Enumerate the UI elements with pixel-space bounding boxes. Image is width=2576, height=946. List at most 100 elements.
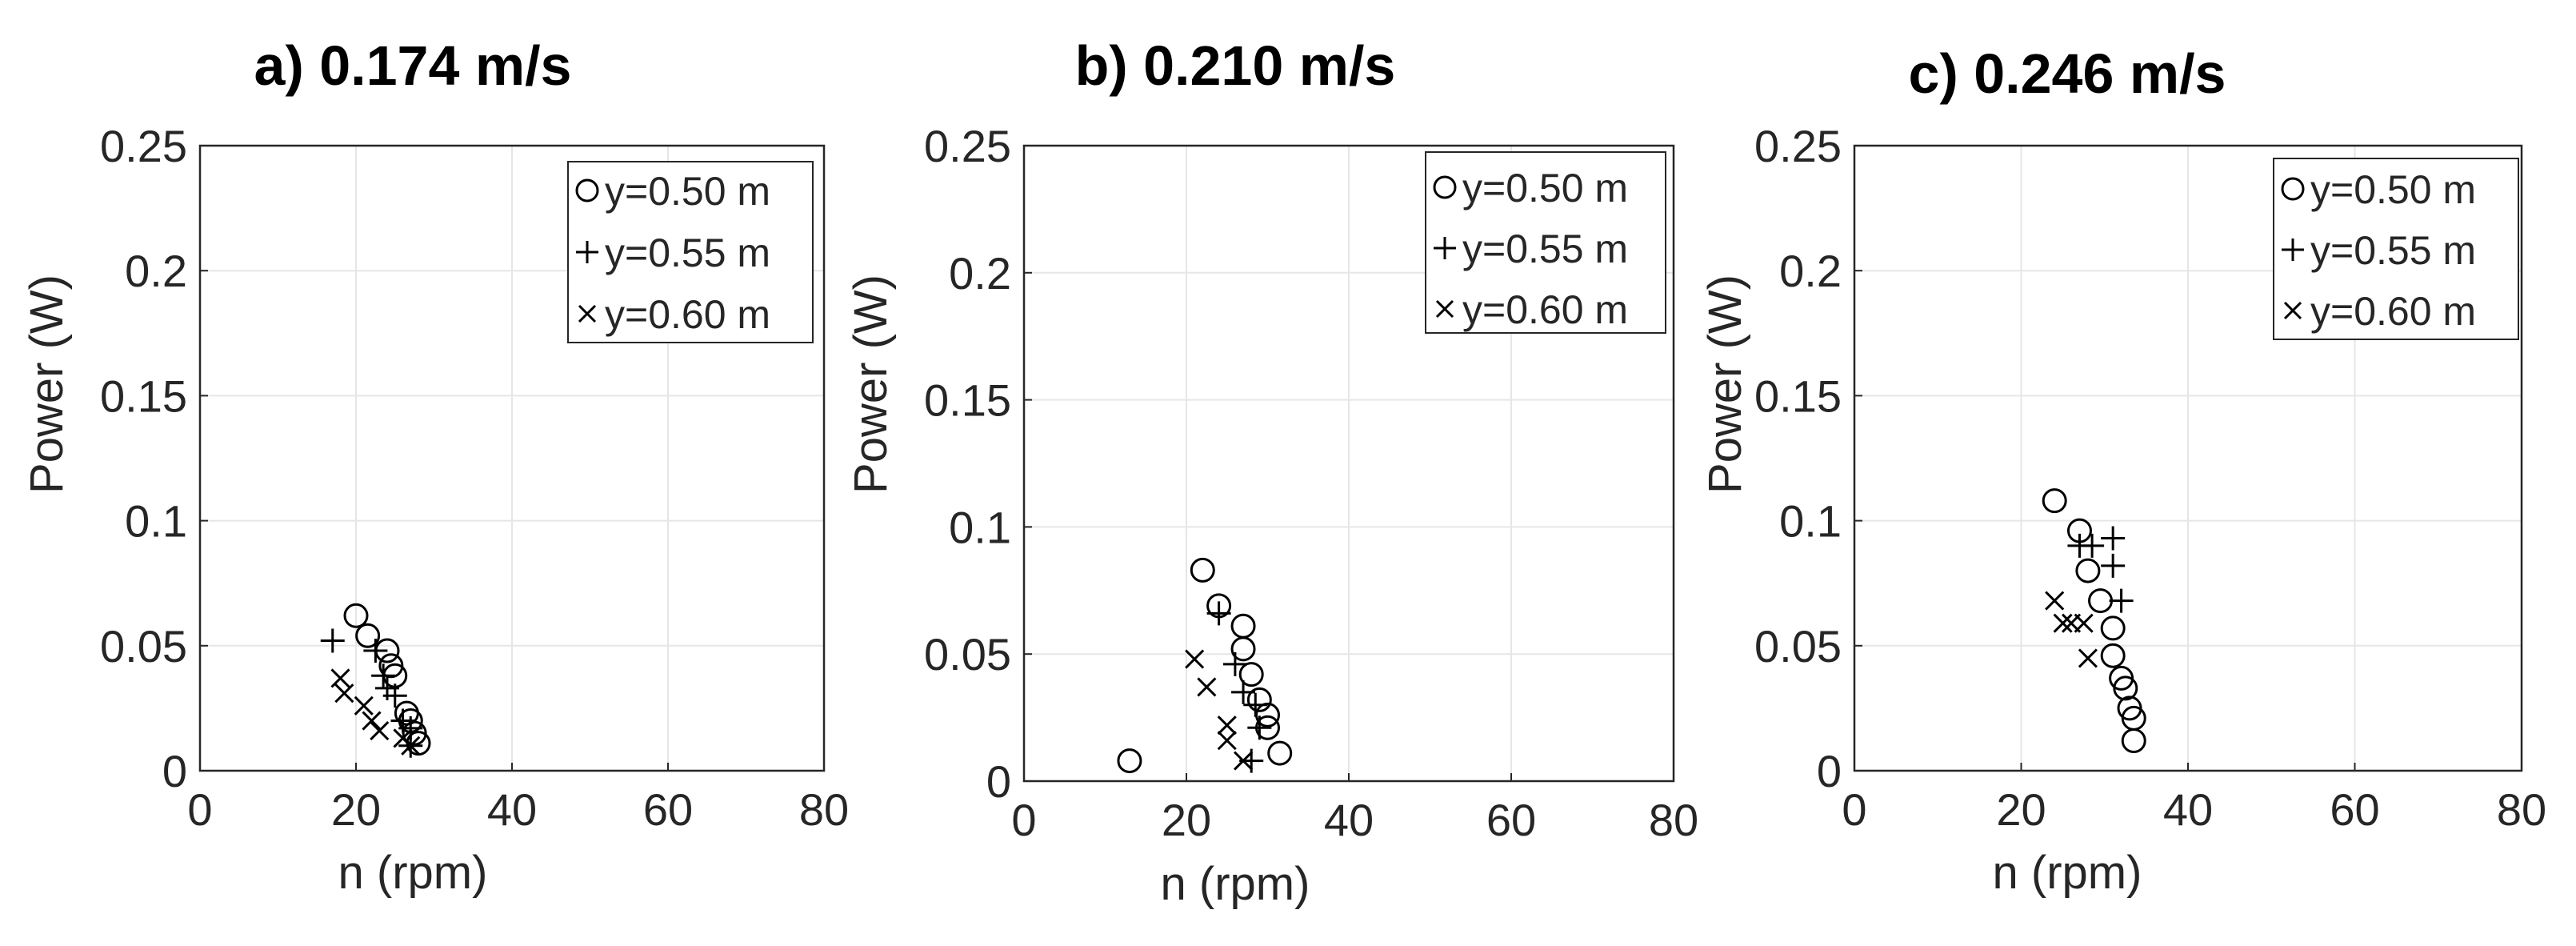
x-tick-label: 0	[1011, 795, 1036, 845]
legend-label-050: y=0.50 m	[1462, 166, 1628, 210]
data-point-x	[330, 668, 350, 688]
data-point-x	[370, 720, 390, 741]
data-point-circle	[1117, 748, 1142, 774]
y-tick-label: 0.25	[100, 121, 187, 171]
legend-x-marker	[2283, 301, 2302, 320]
legend-label-060: y=0.60 m	[1462, 287, 1628, 332]
panel-b-xlabel: n (rpm)	[1161, 858, 1310, 910]
y-tick-label: 0	[986, 756, 1011, 807]
y-tick-label: 0.05	[1754, 621, 1842, 671]
y-tick-label: 0	[1817, 746, 1842, 796]
data-point-x	[2053, 613, 2073, 633]
legend-circle-marker	[2281, 177, 2305, 201]
y-tick-label: 0.2	[125, 246, 187, 296]
data-point-circle	[2100, 615, 2126, 641]
y-tick-label: 0.1	[949, 502, 1011, 552]
legend-label-060: y=0.60 m	[605, 292, 770, 337]
y-tick-label: 0.25	[1754, 121, 1842, 171]
data-point-plus	[1206, 601, 1231, 626]
panel-a-title: a) 0.174 m/s	[254, 34, 572, 97]
x-tick-label: 20	[1996, 784, 2046, 835]
panel-c-legend: y=0.50 m y=0.55 m y=0.60 m	[2273, 158, 2519, 340]
y-tick-label: 0.15	[924, 375, 1011, 426]
y-tick-label: 0.05	[100, 621, 187, 671]
panel-c-xlabel: n (rpm)	[1993, 847, 2142, 899]
data-point-x	[2045, 591, 2065, 611]
data-point-plus	[2080, 533, 2105, 558]
data-point-x	[354, 695, 374, 716]
legend-circle-marker	[575, 178, 599, 202]
x-tick-label: 0	[187, 784, 212, 835]
y-tick-label: 0.15	[1754, 371, 1842, 421]
x-tick-label: 40	[1324, 795, 1374, 845]
legend-label-050: y=0.50 m	[605, 169, 770, 214]
data-point-x	[1185, 649, 1205, 669]
x-tick-label: 40	[487, 784, 537, 835]
legend-x-marker	[578, 304, 597, 323]
data-point-plus	[1247, 716, 1272, 740]
data-point-plus	[2109, 588, 2134, 613]
x-tick-label: 40	[2163, 784, 2213, 835]
x-tick-label: 80	[799, 784, 849, 835]
y-tick-label: 0.25	[924, 121, 1011, 171]
data-point-circle	[1238, 662, 1264, 687]
data-point-x	[1233, 751, 1254, 771]
x-tick-label: 60	[1486, 795, 1536, 845]
data-point-circle	[355, 623, 381, 648]
y-tick-label: 0.05	[924, 629, 1011, 679]
panel-c: c) 0.246 m/s 0 20 40 60 80 0 0.05 0.1 0.15 0.2 0.2…	[1699, 42, 2546, 899]
data-point-x	[362, 711, 382, 731]
data-point-plus	[1231, 679, 1256, 704]
data-point-plus	[2101, 553, 2126, 578]
data-point-circle	[2100, 643, 2126, 668]
data-point-plus	[1222, 651, 1247, 676]
data-point-circle	[343, 603, 369, 628]
data-point-circle	[2113, 675, 2138, 701]
x-tick-label: 20	[331, 784, 381, 835]
y-tick-label: 0.15	[100, 371, 187, 421]
x-tick-label: 20	[1162, 795, 1211, 845]
y-tick-label: 0.2	[949, 248, 1011, 299]
x-tick-label: 80	[1649, 795, 1698, 845]
y-tick-label: 0.1	[125, 496, 187, 547]
x-tick-label: 60	[2330, 784, 2379, 835]
data-point-plus	[371, 663, 396, 688]
panel-b: b) 0.210 m/s 0 20 40 60 80 0 0.05 0.1 0.15 0.2 0.2…	[845, 34, 1698, 910]
data-point-x	[2078, 648, 2098, 668]
panel-a-legend: y=0.50 m y=0.55 m y=0.60 m	[567, 161, 814, 343]
data-point-plus	[320, 628, 345, 653]
panel-c-ylabel: Power (W)	[1699, 275, 1751, 494]
x-tick-label: 60	[643, 784, 693, 835]
data-point-circle	[1267, 740, 1293, 766]
y-tick-label: 0	[162, 746, 187, 796]
legend-label-060: y=0.60 m	[2310, 289, 2476, 334]
legend-circle-marker	[1433, 175, 1457, 199]
panel-a-xlabel: n (rpm)	[338, 847, 488, 899]
data-point-plus	[1243, 692, 1268, 717]
legend-label-055: y=0.55 m	[2310, 228, 2476, 273]
panel-a-ylabel: Power (W)	[21, 275, 73, 494]
data-point-x	[1217, 731, 1237, 751]
legend-plus-marker	[576, 241, 598, 263]
data-point-x	[1197, 677, 1217, 697]
data-point-circle	[2042, 488, 2067, 514]
data-point-x	[2074, 613, 2094, 633]
panel-a: a) 0.174 m/s 0 20 40 60 80 0 0.05 0.1 0.15 0.2 0.2…	[21, 34, 849, 899]
data-point-plus	[363, 639, 388, 663]
panel-b-legend: y=0.50 m y=0.55 m y=0.60 m	[1425, 151, 1666, 334]
data-point-circle	[1246, 687, 1272, 712]
legend-plus-marker	[1434, 237, 1456, 259]
x-tick-label: 0	[1842, 784, 1866, 835]
panel-b-title: b) 0.210 m/s	[1075, 34, 1396, 97]
x-tick-label: 80	[2497, 784, 2546, 835]
data-point-x	[1217, 716, 1237, 736]
legend-label-055: y=0.55 m	[1462, 226, 1628, 271]
legend-label-055: y=0.55 m	[605, 230, 770, 275]
legend-x-marker	[1435, 299, 1454, 319]
y-tick-label: 0.1	[1779, 496, 1842, 547]
panel-c-plot: 0 20 40 60 80 0 0.05 0.1 0.15 0.2 0.25	[1754, 121, 2546, 835]
data-point-plus	[382, 683, 407, 708]
panel-b-ylabel: Power (W)	[845, 275, 897, 494]
panel-c-title: c) 0.246 m/s	[1909, 42, 2226, 105]
data-point-circle	[2075, 558, 2101, 583]
